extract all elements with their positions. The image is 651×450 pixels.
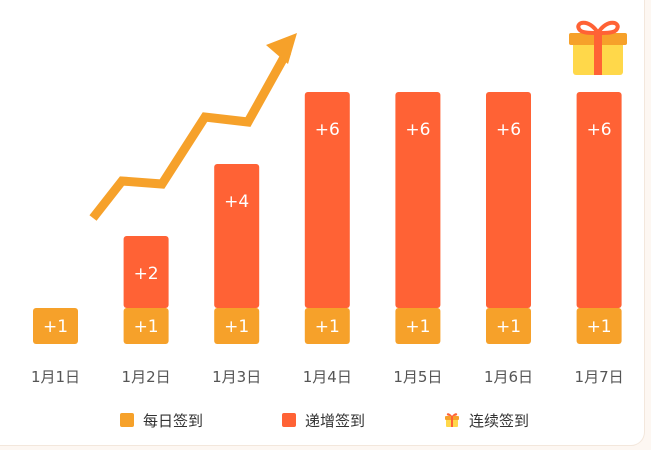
x-tick-label: 1月2日 [122,368,171,386]
bar-value-label: +6 [315,120,340,140]
bar-chart: +1 +1 +2 +1 +4 +1 +6 +1 +6 +1 +6 +1 +6 1月1日 1月2日 1月3日 1… [31,20,627,386]
legend-label-consecutive: 连续签到 [469,411,530,430]
legend-item-incremental: 递增签到 [282,408,365,432]
bar-incremental-segment [576,92,622,308]
bar-value-label: +6 [496,120,521,140]
gift-icon [445,413,459,427]
x-tick-label: 1月5日 [393,368,442,386]
bar-value-label: +2 [134,264,159,284]
chart-legend: 每日签到 递增签到 连续签到 [0,408,645,432]
bar-daily-segment [486,308,531,344]
legend-swatch-daily [120,413,134,427]
bar-daily-segment [304,308,350,344]
gift-icon[interactable] [569,20,627,75]
bar-incremental-segment [123,236,169,308]
bar-daily-segment [395,308,441,344]
x-tick-label: 1月3日 [212,368,261,386]
legend-item-consecutive: 连续签到 [444,408,529,432]
x-tick-label: 1月7日 [575,368,624,386]
bar-daily-segment [214,308,260,344]
bar-value-label: +6 [405,120,430,140]
bar-daily-segment [576,308,622,344]
x-tick-label: 1月1日 [31,368,80,386]
x-tick-label: 1月4日 [303,368,352,386]
bar-incremental-segment [214,164,260,308]
bar-daily-segment [33,308,78,344]
bar-value-label: +1 [587,317,612,337]
trend-arrow [89,33,297,221]
bar-value-label: +1 [496,317,521,337]
bar-value-label: +4 [224,192,249,212]
legend-label-daily: 每日签到 [143,411,204,430]
bar-incremental-segment [486,92,531,308]
legend-item-daily: 每日签到 [120,408,203,432]
legend-swatch-incremental [282,413,296,427]
bar-daily-segment [123,308,169,344]
bar-value-label: +1 [43,317,68,337]
legend-label-incremental: 递增签到 [305,411,366,430]
bar-value-label: +1 [315,317,340,337]
x-tick-label: 1月6日 [484,368,533,386]
bar-value-label: +1 [134,317,159,337]
bar-value-label: +1 [405,317,430,337]
bar-value-label: +1 [224,317,249,337]
bar-incremental-segment [395,92,441,308]
bar-incremental-segment [304,92,350,308]
bar-value-label: +6 [587,120,612,140]
